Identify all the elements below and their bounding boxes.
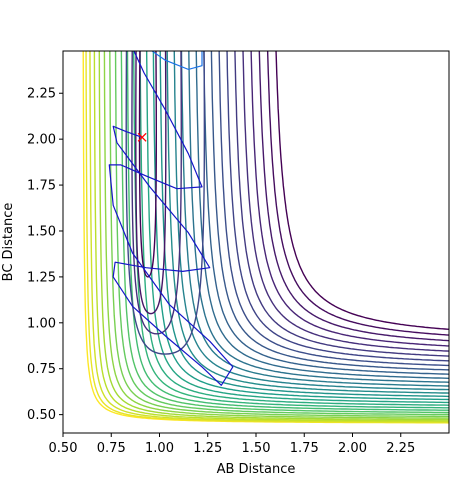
contour-line (126, 51, 449, 411)
contour-line (93, 51, 449, 422)
y-tick-label: 2.25 (27, 87, 56, 102)
y-tick-label: 0.50 (27, 408, 56, 423)
start-marker (137, 132, 147, 142)
contour-line (98, 51, 449, 421)
contour-line (242, 51, 449, 352)
x-tick-label: 1.50 (242, 441, 271, 456)
contour-lines (82, 51, 449, 424)
contour-line (135, 51, 167, 315)
contour-line (258, 51, 449, 342)
plot-frame (62, 50, 450, 434)
y-tick-label: 2.00 (27, 133, 56, 148)
contour-line (188, 51, 449, 383)
trajectory-line (108, 51, 234, 386)
start-marker-x (137, 132, 147, 142)
contour-line (266, 51, 449, 336)
contour-line (145, 51, 449, 404)
x-axis-ticks: 0.50 0.75 1.00 1.25 1.50 1.75 2.00 2.25 (49, 433, 415, 456)
contour-line (139, 51, 449, 406)
contour-line (131, 51, 182, 335)
contour-line (114, 51, 449, 416)
y-tick-label: 1.25 (27, 270, 56, 285)
contour-line (226, 51, 449, 362)
trajectory-path (108, 51, 234, 386)
trajectory-line (151, 51, 203, 71)
contour-line (173, 51, 449, 391)
contour-line (109, 51, 449, 418)
x-tick-label: 0.75 (97, 441, 126, 456)
contour-line (275, 51, 449, 331)
contour-line (195, 51, 449, 380)
contour-line (166, 51, 449, 394)
contour-line (218, 51, 449, 367)
x-tick-label: 1.00 (145, 441, 174, 456)
contour-line (125, 51, 206, 355)
contour-line (210, 51, 449, 371)
x-tick-label: 2.25 (386, 441, 415, 456)
x-tick-label: 1.75 (290, 441, 319, 456)
y-tick-label: 0.75 (27, 362, 56, 377)
x-tick-label: 2.00 (338, 441, 367, 456)
contour-line (159, 51, 449, 398)
y-axis-label: BC Distance (1, 203, 16, 282)
contour-line (234, 51, 449, 357)
contour-line (138, 51, 158, 278)
contour-line (133, 51, 449, 409)
contour-line (89, 51, 449, 423)
y-tick-label: 1.00 (27, 316, 56, 331)
y-tick-label: 1.50 (27, 224, 56, 239)
contour-line (250, 51, 449, 347)
contour-line (120, 51, 449, 414)
contour-line (152, 51, 449, 401)
y-tick-label: 1.75 (27, 179, 56, 194)
x-tick-label: 0.50 (49, 441, 78, 456)
contour-line (103, 51, 449, 419)
contour-line (203, 51, 449, 375)
y-axis-ticks: 0.50 0.75 1.00 1.25 1.50 1.75 2.00 2.25 (27, 87, 63, 423)
x-tick-label: 1.25 (193, 441, 222, 456)
x-axis-label: AB Distance (217, 462, 296, 477)
